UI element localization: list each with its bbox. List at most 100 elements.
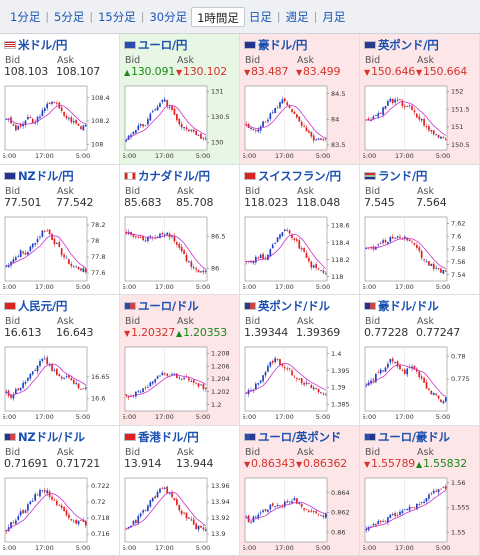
candle-up (389, 514, 392, 518)
pair-link[interactable]: NZドル/ドル (18, 429, 85, 444)
y-tick-label: 16.65 (91, 373, 110, 381)
candlestick-chart[interactable]: 1.208 1.206 1.204 1.202 1.2 5:00 17:00 5:00 (123, 345, 237, 423)
candle-down (202, 384, 205, 389)
candle-down (171, 105, 173, 111)
bid-label: Bid (5, 185, 21, 197)
candle-up (77, 520, 80, 524)
pair-link[interactable]: 豪ドル/ドル (378, 299, 439, 313)
pair-link[interactable]: ユーロ/豪ドル (378, 429, 450, 444)
candle-down (432, 263, 435, 269)
tab-2[interactable]: 15分足 (98, 9, 136, 24)
candle-down (391, 358, 394, 362)
candle-down (293, 111, 296, 115)
candle-down (132, 394, 135, 396)
pair-link[interactable]: ユーロ/円 (138, 38, 188, 52)
ask-number: 0.77247 (416, 326, 461, 339)
ask-number: 108.107 (56, 65, 101, 78)
tab-5[interactable]: 日足 (248, 9, 272, 24)
candle-up (24, 120, 27, 125)
candle-down (80, 267, 82, 271)
ask-label: Ask (417, 446, 434, 458)
candle-up (159, 233, 161, 238)
pair-link[interactable]: カナダドル/円 (138, 168, 210, 183)
candle-down (279, 504, 281, 506)
bid-number: 0.77228 (364, 326, 409, 339)
candle-up (173, 373, 176, 375)
candle-down (22, 509, 24, 513)
candle-up (139, 513, 142, 516)
candlestick-chart[interactable]: 0.864 0.862 0.86 5:00 17:00 5:00 (243, 476, 357, 554)
candlestick-chart[interactable]: 84.5 84 83.5 5:00 17:00 5:00 (243, 84, 357, 162)
candle-up (365, 528, 368, 530)
candlestick-chart[interactable]: 0.78 0.775 5:00 17:00 5:00 (363, 345, 477, 423)
candle-down (197, 269, 200, 272)
pair-link[interactable]: NZドル/円 (18, 168, 74, 183)
candle-up (147, 504, 149, 511)
candle-up (384, 367, 387, 372)
candle-down (420, 376, 423, 379)
y-tick-label: 1.56 (451, 479, 465, 487)
down-arrow-icon: ▼ (296, 459, 302, 469)
candlestick-chart[interactable]: 7.62 7.6 7.58 7.56 7.54 5:00 17:00 5:00 (363, 215, 477, 293)
candle-down (322, 515, 325, 517)
candlestick-chart[interactable]: 118.6 118.4 118.2 118 5:00 17:00 5:00 (243, 215, 357, 293)
candle-down (428, 126, 430, 131)
y-tick-label: 108.2 (91, 117, 110, 125)
candle-up (15, 256, 17, 260)
candle-down (310, 385, 313, 388)
candlestick-chart[interactable]: 16.65 16.6 5:00 17:00 5:00 (3, 345, 117, 423)
pair-link[interactable]: 英ポンド/円 (378, 38, 439, 52)
pair-link[interactable]: スイスフラン/円 (258, 168, 341, 183)
candle-down (60, 107, 63, 111)
x-tick-label: 17:00 (275, 413, 294, 421)
pair-link[interactable]: 米ドル/円 (18, 38, 68, 52)
candlestick-chart[interactable]: 13.96 13.94 13.92 13.9 5:00 17:00 5:00 (123, 476, 237, 554)
ask-label: Ask (177, 185, 194, 197)
tab-3[interactable]: 30分足 (149, 9, 188, 24)
candlestick-chart[interactable]: 108.4 108.2 108 5:00 17:00 5:00 (3, 84, 117, 162)
candle-up (399, 511, 401, 515)
candle-up (324, 273, 327, 274)
down-arrow-icon: ▼ (364, 68, 370, 77)
pair-link[interactable]: ユーロ/英ポンド (258, 429, 342, 444)
bid-value: 7.545 (364, 196, 395, 209)
x-tick-label: 5:00 (436, 544, 451, 552)
candlestick-chart[interactable]: 131 130.5 130 5:00 17:00 5:00 (123, 84, 237, 162)
tab-6[interactable]: 週足 (285, 9, 309, 24)
candlestick-chart[interactable]: 1.56 1.555 1.55 5:00 17:00 5:00 (363, 476, 477, 554)
candle-down (82, 388, 85, 390)
candlestick-chart[interactable]: 78.2 78 77.8 77.6 5:00 17:00 5:00 (3, 215, 117, 293)
ask-value: ▼0.86362 (296, 457, 347, 470)
candle-down (178, 118, 181, 125)
candle-down (80, 388, 82, 390)
tab-0[interactable]: 1分足 (10, 9, 41, 24)
flag-au-us-icon (364, 302, 376, 310)
candlestick-chart[interactable]: 1.4 1.395 1.39 1.385 5:00 17:00 5:00 (243, 345, 357, 423)
candle-up (387, 516, 389, 523)
candle-down (403, 105, 406, 108)
tab-4[interactable]: 1時間足 (191, 6, 245, 27)
pair-link[interactable]: 豪ドル/円 (258, 38, 308, 52)
pair-link[interactable]: 人民元/円 (18, 299, 68, 313)
candle-down (403, 369, 406, 374)
candle-up (10, 261, 12, 266)
candlestick-chart[interactable]: 86.5 86 5:00 17:00 5:00 (123, 215, 237, 293)
candle-up (151, 111, 154, 113)
candle-down (384, 520, 387, 522)
candle-down (58, 374, 61, 377)
pair-link[interactable]: ランド/円 (378, 168, 428, 183)
bid-label: Bid (125, 316, 141, 327)
candle-down (65, 509, 68, 515)
candle-up (72, 121, 75, 123)
pair-link[interactable]: 香港ドル/円 (138, 429, 199, 444)
candlestick-chart[interactable]: 0.722 0.72 0.718 0.716 5:00 17:00 5:00 (3, 476, 117, 554)
pair-link[interactable]: 英ポンド/ドル (258, 299, 330, 313)
tab-7[interactable]: 月足 (322, 9, 346, 24)
pair-link[interactable]: ユーロ/ドル (138, 299, 199, 313)
candle-up (274, 108, 276, 114)
candle-down (288, 105, 291, 109)
candle-down (142, 235, 144, 240)
ask-value: 85.708 (176, 196, 213, 209)
candlestick-chart[interactable]: 152 151.5 151 150.5 5:00 17:00 5:00 (363, 84, 477, 162)
tab-1[interactable]: 5分足 (54, 9, 85, 24)
